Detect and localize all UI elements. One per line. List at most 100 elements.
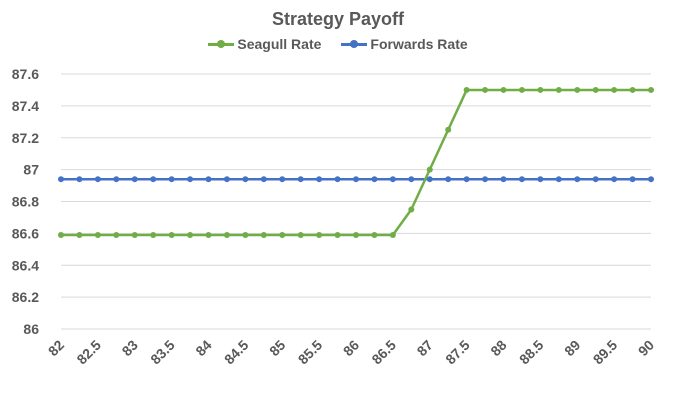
x-tick-label: 86.5: [368, 337, 399, 368]
y-tick-label: 86.8: [12, 194, 39, 210]
data-point-forwards-rate: [445, 176, 452, 183]
data-point-forwards-rate: [150, 176, 157, 183]
x-tick-label: 90: [635, 337, 657, 359]
legend-label-seagull: Seagull Rate: [237, 36, 322, 52]
data-point-forwards-rate: [537, 176, 544, 183]
data-point-seagull-rate: [297, 231, 304, 238]
chart-legend: Seagull Rate Forwards Rate: [0, 36, 676, 52]
x-tick-label: 83: [119, 337, 141, 359]
data-point-forwards-rate: [113, 176, 120, 183]
data-point-forwards-rate: [500, 176, 507, 183]
legend-marker-forwards: [341, 38, 368, 50]
data-point-forwards-rate: [94, 176, 101, 183]
legend-marker-seagull: [208, 38, 235, 50]
x-tick-label: 89.5: [590, 337, 621, 368]
x-tick-label: 87: [414, 337, 436, 359]
data-point-forwards-rate: [555, 176, 562, 183]
data-point-forwards-rate: [131, 176, 138, 183]
data-point-seagull-rate: [555, 86, 562, 93]
data-point-forwards-rate: [334, 176, 341, 183]
data-point-forwards-rate: [611, 176, 618, 183]
data-point-seagull-rate: [629, 86, 636, 93]
data-point-seagull-rate: [205, 231, 212, 238]
x-tick-label: 88.5: [516, 337, 547, 368]
data-point-seagull-rate: [482, 86, 489, 93]
data-point-forwards-rate: [279, 176, 286, 183]
data-point-forwards-rate: [518, 176, 525, 183]
data-point-seagull-rate: [408, 206, 415, 213]
data-point-forwards-rate: [223, 176, 230, 183]
data-point-seagull-rate: [150, 231, 157, 238]
data-point-seagull-rate: [426, 166, 433, 173]
data-point-seagull-rate: [94, 231, 101, 238]
data-point-forwards-rate: [389, 176, 396, 183]
data-point-forwards-rate: [648, 176, 654, 183]
data-point-forwards-rate: [426, 176, 433, 183]
data-point-forwards-rate: [76, 176, 83, 183]
data-point-forwards-rate: [353, 176, 359, 183]
data-point-seagull-rate: [537, 86, 544, 93]
x-tick-label: 82.5: [73, 337, 104, 368]
data-point-seagull-rate: [76, 231, 83, 238]
data-point-seagull-rate: [168, 231, 175, 238]
y-tick-label: 86.2: [12, 289, 39, 305]
data-point-seagull-rate: [574, 86, 581, 93]
x-tick-label: 84: [192, 337, 214, 359]
data-point-seagull-rate: [316, 231, 323, 238]
data-point-forwards-rate: [205, 176, 212, 183]
data-point-seagull-rate: [58, 231, 64, 238]
data-point-seagull-rate: [334, 231, 341, 238]
data-point-forwards-rate: [242, 176, 249, 183]
data-point-forwards-rate: [408, 176, 415, 183]
x-tick-label: 88: [487, 337, 509, 359]
data-point-forwards-rate: [482, 176, 489, 183]
data-point-forwards-rate: [629, 176, 636, 183]
data-point-seagull-rate: [279, 231, 286, 238]
y-tick-label: 87.6: [12, 66, 39, 82]
data-point-forwards-rate: [316, 176, 323, 183]
data-point-seagull-rate: [518, 86, 525, 93]
data-point-forwards-rate: [371, 176, 378, 183]
x-tick-label: 84.5: [221, 337, 252, 368]
y-tick-label: 87.4: [12, 98, 39, 114]
legend-entry-seagull: Seagull Rate: [208, 36, 321, 52]
data-point-forwards-rate: [260, 176, 267, 183]
data-point-forwards-rate: [168, 176, 175, 183]
data-point-seagull-rate: [463, 86, 470, 93]
x-tick-label: 82: [45, 337, 67, 359]
data-point-seagull-rate: [371, 231, 378, 238]
data-point-forwards-rate: [58, 176, 64, 183]
x-tick-label: 89: [561, 337, 583, 359]
y-tick-label: 87.2: [12, 130, 39, 146]
data-point-seagull-rate: [611, 86, 618, 93]
data-point-forwards-rate: [297, 176, 304, 183]
data-point-seagull-rate: [389, 231, 396, 238]
data-point-seagull-rate: [242, 231, 249, 238]
series-line-seagull-rate: [61, 88, 651, 237]
y-tick-label: 86.4: [12, 257, 39, 273]
data-point-seagull-rate: [260, 231, 267, 238]
x-tick-label: 86: [340, 337, 362, 359]
data-point-seagull-rate: [223, 231, 230, 238]
data-point-seagull-rate: [113, 231, 120, 238]
x-tick-label: 87.5: [442, 337, 473, 368]
x-tick-label: 85.5: [295, 337, 326, 368]
x-tick-label: 85: [266, 337, 288, 359]
y-tick-label: 87: [23, 162, 39, 178]
data-point-forwards-rate: [463, 176, 470, 183]
y-tick-label: 86: [23, 321, 39, 337]
data-point-seagull-rate: [500, 86, 507, 93]
data-point-forwards-rate: [187, 176, 194, 183]
x-tick-label: 83.5: [147, 337, 178, 368]
data-point-seagull-rate: [131, 231, 138, 238]
y-tick-label: 86.6: [12, 225, 39, 241]
legend-label-forwards: Forwards Rate: [370, 36, 468, 52]
data-point-seagull-rate: [353, 231, 359, 238]
data-point-seagull-rate: [592, 86, 599, 93]
data-point-seagull-rate: [445, 126, 452, 133]
legend-entry-forwards: Forwards Rate: [341, 36, 468, 52]
data-point-seagull-rate: [648, 86, 654, 93]
data-point-forwards-rate: [574, 176, 581, 183]
data-point-forwards-rate: [592, 176, 599, 183]
